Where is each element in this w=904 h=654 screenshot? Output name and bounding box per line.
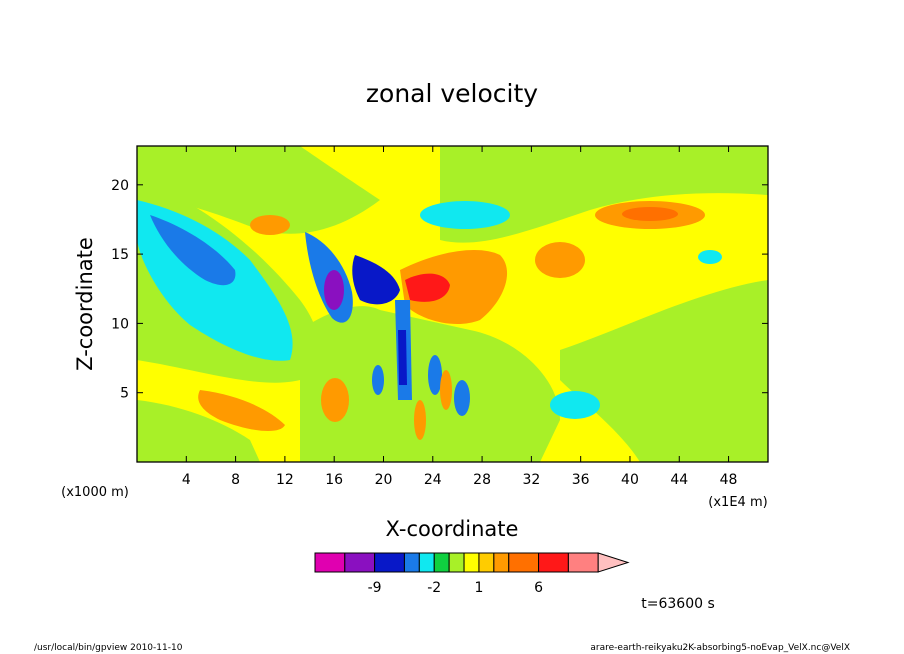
colorbar-swatch (344, 552, 376, 573)
colorbar-swatch (567, 552, 599, 573)
field-region (428, 355, 442, 395)
field-region (420, 201, 510, 229)
chart-title: zonal velocity (366, 79, 538, 108)
field-region (550, 391, 600, 419)
colorbar-swatch (403, 552, 420, 573)
colorbar-swatch (478, 552, 495, 573)
field-region (352, 255, 400, 305)
field-region (250, 215, 290, 235)
field-region (454, 380, 470, 416)
y-tick-label: 5 (120, 386, 129, 402)
colorbar-swatch (463, 552, 480, 573)
x-axis-unit: (x1E4 m) (708, 495, 767, 510)
colorbar-swatch (433, 552, 450, 573)
y-axis-unit: (x1000 m) (61, 485, 129, 500)
x-tick-label: 44 (670, 472, 688, 488)
plot-frame (136, 145, 769, 463)
x-tick-label: 24 (424, 472, 442, 488)
colorbar (314, 552, 630, 573)
x-tick-label: 8 (231, 472, 240, 488)
y-axis-label: Z-coordinate (73, 237, 97, 371)
colorbar-tick-label: 6 (534, 580, 543, 596)
field-region (622, 207, 678, 221)
x-tick-label: 12 (276, 472, 294, 488)
time-annotation: t=63600 s (641, 596, 715, 612)
colorbar-swatch (418, 552, 435, 573)
colorbar-swatch (448, 552, 465, 573)
field-region (414, 400, 426, 440)
x-tick-label: 36 (572, 472, 590, 488)
field-region (560, 280, 768, 462)
heatmap-field (137, 146, 768, 462)
x-tick-label: 20 (375, 472, 393, 488)
field-region (440, 370, 452, 410)
field-region (321, 378, 349, 422)
field-region (137, 400, 260, 462)
field-region (405, 273, 450, 302)
colorbar-swatch (538, 552, 569, 573)
colorbar-swatch (374, 552, 405, 573)
x-tick-label: 28 (473, 472, 491, 488)
y-axis-ticks: 5 10 15 20 (111, 178, 768, 402)
x-axis-label: X-coordinate (386, 517, 519, 541)
colorbar-swatch (493, 552, 510, 573)
y-tick-label: 20 (111, 178, 129, 194)
footer-left: /usr/local/bin/gpview 2010-11-10 (34, 643, 183, 653)
field-region (198, 390, 285, 432)
x-tick-label: 48 (720, 472, 738, 488)
y-tick-label: 15 (111, 247, 129, 263)
footer-right: arare-earth-reikyaku2K-absorbing5-noEvap… (590, 643, 850, 653)
x-tick-label: 32 (522, 472, 540, 488)
field-region (535, 242, 585, 278)
field-region (324, 270, 344, 310)
colorbar-tick-label: -2 (427, 580, 441, 596)
colorbar-arrow (597, 552, 630, 573)
field-region (398, 330, 407, 385)
colorbar-tick-label: 1 (474, 580, 483, 596)
field-region (137, 146, 380, 234)
x-tick-label: 40 (621, 472, 639, 488)
colorbar-tick-label: -9 (368, 580, 382, 596)
x-axis-ticks: 4 8 12 16 20 24 28 32 36 40 44 48 (182, 146, 738, 488)
y-tick-label: 10 (111, 316, 129, 332)
field-region (150, 215, 236, 286)
colorbar-swatch (314, 552, 346, 573)
colorbar-labels: -9 -2 1 6 (368, 580, 543, 596)
field-region (372, 365, 384, 395)
field-region (698, 250, 722, 264)
x-tick-label: 16 (325, 472, 343, 488)
field-region (400, 250, 508, 325)
x-tick-label: 4 (182, 472, 191, 488)
colorbar-swatch (508, 552, 540, 573)
field-region (440, 146, 768, 243)
